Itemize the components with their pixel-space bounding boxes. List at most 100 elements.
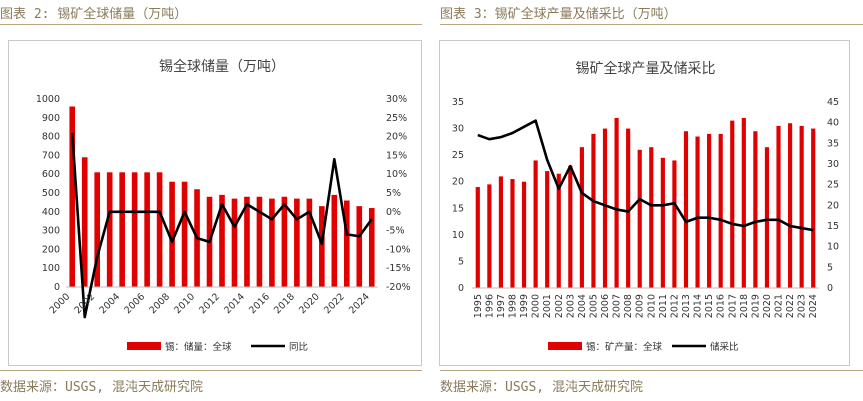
y2-tick-label: 15% bbox=[386, 150, 407, 161]
bar bbox=[131, 172, 138, 287]
bar bbox=[119, 172, 125, 287]
x-tick-label: 2024 bbox=[808, 294, 819, 318]
legend-bar-swatch bbox=[127, 342, 161, 350]
bar bbox=[294, 198, 300, 287]
y-tick-label: 600 bbox=[42, 169, 60, 180]
legend-line-label: 储采比 bbox=[710, 341, 739, 353]
x-tick-label: 1995 bbox=[473, 294, 484, 318]
bar bbox=[637, 149, 642, 288]
yoy-line bbox=[70, 132, 373, 319]
bar bbox=[106, 172, 113, 287]
bar bbox=[181, 181, 188, 287]
y-tick-label: 25 bbox=[452, 150, 464, 161]
x-tick-label: 1997 bbox=[496, 294, 507, 318]
x-tick-label: 2004 bbox=[97, 291, 122, 316]
bar bbox=[614, 117, 619, 288]
x-tick-label: 2016 bbox=[247, 291, 272, 316]
x-tick-label: 2000 bbox=[531, 294, 542, 318]
y2-tick-label: -15% bbox=[386, 263, 411, 274]
y-tick-label: 0 bbox=[458, 283, 464, 294]
left-footer-rule bbox=[0, 370, 422, 371]
bar bbox=[487, 184, 492, 288]
y-tick-label: 35 bbox=[452, 97, 464, 108]
chart-title: 锡矿全球产量及储采比 bbox=[576, 60, 716, 77]
y-tick-label: 300 bbox=[42, 226, 60, 237]
bar bbox=[281, 196, 288, 287]
y-tick-label: 900 bbox=[42, 113, 60, 124]
x-tick-label: 2002 bbox=[554, 294, 565, 318]
y2-tick-label: 25% bbox=[386, 113, 407, 124]
x-tick-label: 2013 bbox=[681, 294, 692, 318]
x-tick-label: 2008 bbox=[623, 294, 634, 318]
x-tick-label: 2014 bbox=[222, 291, 247, 316]
y2-tick-label: 5 bbox=[827, 262, 833, 273]
bar bbox=[498, 176, 503, 288]
y2-tick-label: 45 bbox=[827, 97, 839, 108]
x-tick-label: 2001 bbox=[542, 294, 553, 318]
bar bbox=[707, 133, 712, 288]
bar bbox=[521, 181, 527, 288]
bar bbox=[144, 172, 150, 287]
x-tick-label: 2011 bbox=[658, 294, 669, 318]
bar bbox=[533, 160, 538, 288]
x-tick-label: 2020 bbox=[297, 291, 322, 316]
y-tick-label: 20 bbox=[452, 177, 464, 188]
bar bbox=[356, 206, 363, 287]
reserve-chart-panel: 锡全球储量（万吨） 0 100 200 300 400 500 600 700 800 900 100… bbox=[8, 40, 422, 366]
y2-tick-label: 30% bbox=[386, 94, 407, 105]
bar bbox=[156, 172, 163, 287]
x-tick-label: 2015 bbox=[704, 294, 715, 318]
chart-title: 锡全球储量（万吨） bbox=[159, 58, 285, 75]
y-tick-label: 500 bbox=[42, 188, 60, 199]
production-chart: 锡矿全球产量及储采比 0 5 10 15 20 25 30 35 0 5 10 15 20 25 30 35 40… bbox=[452, 60, 839, 353]
y-tick-label: 30 bbox=[452, 124, 464, 135]
ratio-line bbox=[477, 119, 814, 232]
x-tick-label: 1996 bbox=[484, 294, 495, 318]
y2-tick-label: 20% bbox=[386, 132, 407, 143]
bar bbox=[269, 198, 275, 287]
bar bbox=[331, 194, 338, 287]
x-tick-label: 2012 bbox=[197, 291, 222, 316]
y-tick-label: 200 bbox=[42, 244, 60, 255]
y2-tick-label: -20% bbox=[386, 282, 411, 293]
x-tick-label: 2023 bbox=[797, 294, 808, 318]
x-tick-label: 2004 bbox=[577, 294, 588, 318]
x-tick-label: 2009 bbox=[635, 294, 646, 318]
y-tick-label: 1000 bbox=[36, 94, 60, 105]
bar bbox=[788, 123, 793, 288]
x-tick-label: 1998 bbox=[507, 294, 518, 318]
y2-tick-label: 10% bbox=[386, 169, 407, 180]
bar bbox=[343, 200, 350, 287]
x-tick-label: 2008 bbox=[147, 291, 172, 316]
bar bbox=[602, 128, 608, 288]
reserve-chart: 锡全球储量（万吨） 0 100 200 300 400 500 600 700 800 900 100… bbox=[36, 58, 411, 353]
bar bbox=[695, 136, 700, 288]
bar bbox=[579, 147, 584, 288]
bar bbox=[626, 128, 631, 288]
bar bbox=[69, 106, 76, 288]
legend-line-label: 同比 bbox=[289, 341, 308, 353]
y-tick-label: 400 bbox=[42, 207, 60, 218]
bar bbox=[244, 196, 250, 287]
y2-tick-label: 0% bbox=[386, 207, 401, 218]
bar bbox=[799, 125, 804, 289]
right-figure-title: 图表 3：锡矿全球产量及储采比（万吨） bbox=[440, 7, 677, 22]
y-tick-label: 800 bbox=[42, 132, 60, 143]
left-source-note: 数据来源：USGS, 混沌天成研究院 bbox=[0, 380, 203, 395]
y2-tick-label: 35 bbox=[827, 138, 839, 149]
bar bbox=[169, 181, 175, 287]
y2-tick-label: 40 bbox=[827, 118, 839, 129]
y2-tick-label: -5% bbox=[386, 226, 405, 237]
x-tick-label: 2021 bbox=[774, 294, 785, 318]
bar bbox=[368, 208, 375, 287]
bar bbox=[811, 128, 816, 288]
bar bbox=[306, 198, 313, 287]
x-tick-label: 2019 bbox=[750, 294, 761, 318]
x-tick-label: 1999 bbox=[519, 294, 530, 318]
bar bbox=[319, 206, 325, 287]
bar bbox=[776, 125, 781, 289]
x-tick-label: 2003 bbox=[565, 294, 576, 318]
x-tick-label: 2010 bbox=[646, 294, 657, 318]
x-tick-label: 2007 bbox=[612, 294, 623, 318]
bar bbox=[672, 160, 677, 288]
